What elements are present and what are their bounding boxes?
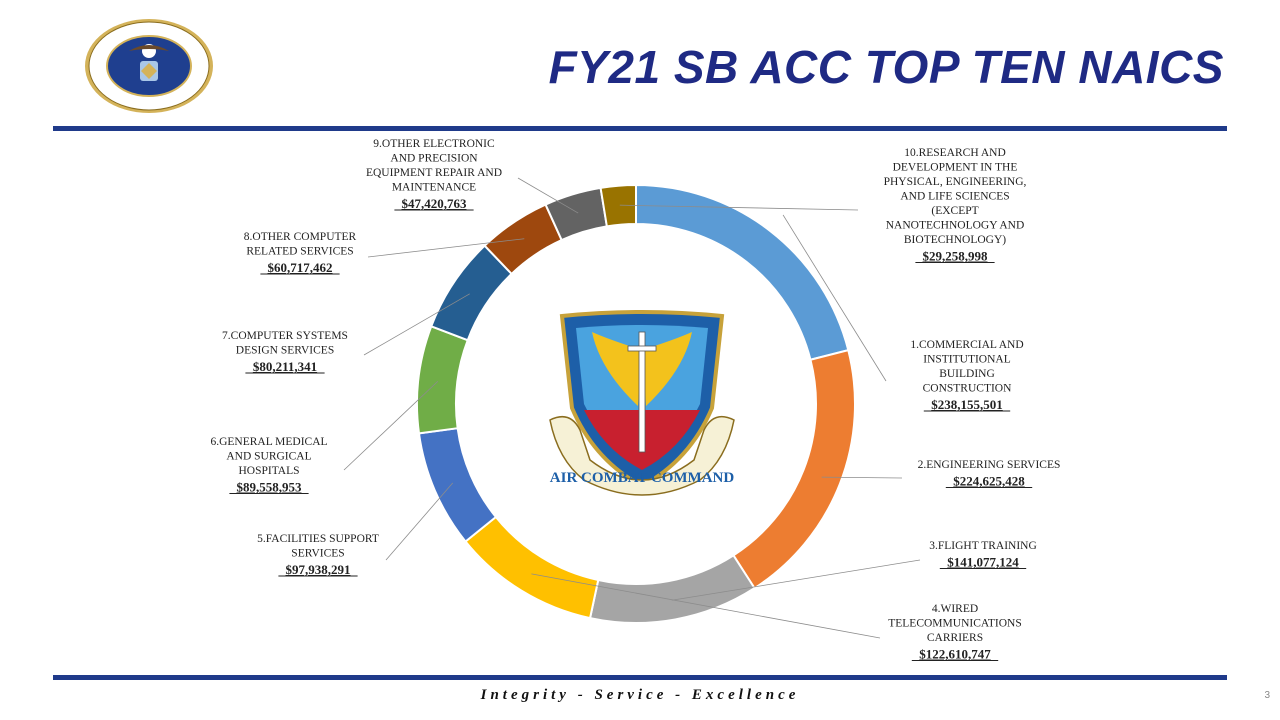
slice-label-1: INSTITUTIONAL <box>923 354 1011 366</box>
slice-label-10: 10.RESEARCH AND <box>904 147 1006 159</box>
footer-motto: Integrity - Service - Excellence <box>480 687 800 703</box>
header-divider <box>53 126 1227 131</box>
air-force-seal-logo <box>85 19 213 113</box>
leader-line-5 <box>385 482 454 561</box>
slice-value-5: $97,938,291 <box>286 562 351 577</box>
slice-label-10: AND LIFE SCIENCES <box>900 191 1009 203</box>
leader-line-8 <box>367 238 525 258</box>
leader-line-2 <box>821 476 903 479</box>
slice-label-4: TELECOMMUNICATIONS <box>888 618 1022 630</box>
slice-label-4: 4.WIRED <box>932 603 978 615</box>
slice-label-10: NANOTECHNOLOGY AND <box>886 220 1025 232</box>
leader-line-9 <box>517 177 579 214</box>
slice-label-1: CONSTRUCTION <box>923 383 1013 395</box>
leader-line-7 <box>363 293 470 356</box>
slice-label-1: 1.COMMERCIAL AND <box>910 339 1023 351</box>
slice-label-9: EQUIPMENT REPAIR AND <box>366 167 502 179</box>
slice-label-7: DESIGN SERVICES <box>236 345 334 357</box>
slice-label-6: 6.GENERAL MEDICAL <box>210 436 327 448</box>
slice-value-1: $238,155,501 <box>931 397 1003 412</box>
slice-label-5: SERVICES <box>291 548 344 560</box>
slice-label-7: 7.COMPUTER SYSTEMS <box>222 330 348 342</box>
slice-label-2: 2.ENGINEERING SERVICES <box>918 459 1061 471</box>
acc-emblem-text: AIR COMBAT COMMAND <box>550 470 735 486</box>
leader-line-1 <box>782 214 887 382</box>
leader-line-3 <box>671 559 921 601</box>
page-title: FY21 SB ACC TOP TEN NAICS <box>548 41 1224 93</box>
leader-line-10 <box>619 204 859 211</box>
slice-label-6: AND SURGICAL <box>226 451 311 463</box>
donut-slice-4 <box>464 515 600 620</box>
slice-label-10: BIOTECHNOLOGY) <box>904 234 1006 246</box>
donut-slice-2 <box>732 348 856 590</box>
slice-value-2: $224,625,428 <box>953 474 1025 489</box>
donut-slice-5 <box>417 427 498 543</box>
donut-slice-10 <box>599 183 637 228</box>
slice-value-4: $122,610,747 <box>919 647 991 662</box>
slice-label-10: (EXCEPT <box>931 205 978 217</box>
page-number: 3 <box>1264 690 1270 701</box>
slice-label-4: CARRIERS <box>927 632 983 644</box>
slice-value-9: $47,420,763 <box>402 196 468 211</box>
slice-value-7: $80,211,341 <box>253 359 317 374</box>
slice-label-9: 9.OTHER ELECTRONIC <box>373 138 495 150</box>
slice-label-3: 3.FLIGHT TRAINING <box>929 540 1037 552</box>
slice-value-10: $29,258,998 <box>923 249 989 264</box>
leader-line-4 <box>531 573 881 639</box>
footer-divider <box>53 675 1227 680</box>
slice-label-9: AND PRECISION <box>390 153 478 165</box>
slice-label-1: BUILDING <box>939 368 995 380</box>
slice-label-8: RELATED SERVICES <box>246 246 353 258</box>
donut-slice-6 <box>416 325 469 435</box>
slice-label-6: HOSPITALS <box>238 465 299 477</box>
slice-label-10: PHYSICAL, ENGINEERING, <box>884 176 1027 188</box>
slice-label-10: DEVELOPMENT IN THE <box>893 162 1018 174</box>
leader-line-6 <box>343 381 439 471</box>
slice-label-9: MAINTENANCE <box>392 182 476 194</box>
air-combat-command-emblem: AIR COMBAT COMMAND <box>549 310 735 496</box>
slice-value-3: $141,077,124 <box>947 555 1019 570</box>
donut-slice-1 <box>635 183 850 361</box>
slice-label-8: 8.OTHER COMPUTER <box>244 231 357 243</box>
slice-label-5: 5.FACILITIES SUPPORT <box>257 533 379 545</box>
slice-value-6: $89,558,953 <box>237 480 303 495</box>
slice-value-8: $60,717,462 <box>268 260 333 275</box>
